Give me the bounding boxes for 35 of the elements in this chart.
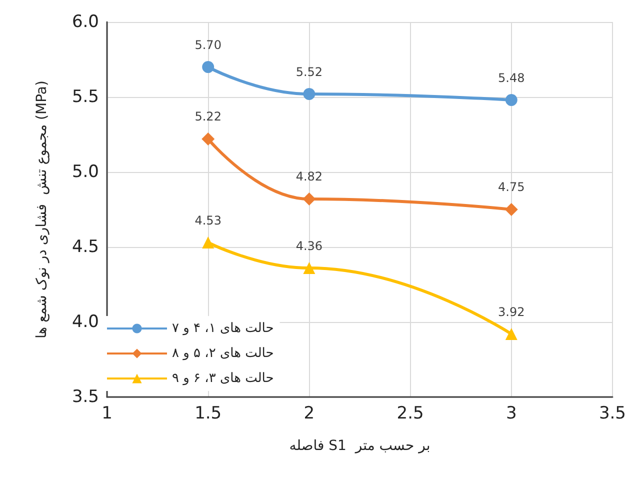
x-tick-label: 3 — [506, 404, 517, 424]
legend-label: حالت های ۳، ۶ و ۹ — [172, 371, 274, 386]
x-tick-label: 1 — [102, 404, 112, 424]
data-label: 5.70 — [194, 38, 222, 52]
data-label: 4.36 — [296, 239, 323, 253]
legend-label: حالت های ۲، ۵ و ۸ — [172, 346, 274, 361]
y-tick-label: 6.0 — [72, 12, 99, 32]
data-label: 5.22 — [194, 110, 222, 124]
point — [505, 94, 518, 106]
y-axis-title: مجموع تنش فشاری در نوک شمع ها (MPa) — [34, 80, 50, 338]
data-label: 4.75 — [498, 180, 525, 194]
data-label: 3.92 — [498, 305, 525, 319]
x-tick-label: 1.5 — [194, 404, 222, 424]
point — [202, 61, 214, 73]
point — [303, 262, 316, 274]
point — [202, 236, 214, 248]
point — [504, 203, 518, 216]
point — [303, 88, 316, 100]
y-tick-label: 3.5 — [72, 387, 99, 407]
point — [505, 328, 518, 340]
y-tick-label: 5.5 — [72, 87, 99, 107]
x-tick-label: 2 — [304, 404, 315, 424]
data-label: 5.48 — [498, 71, 525, 85]
y-tick-label: 4.5 — [72, 237, 99, 257]
x-tick-label: 3.5 — [598, 404, 626, 424]
x-tick-label: 2.5 — [396, 404, 424, 424]
y-tick-label: 4.0 — [72, 312, 99, 332]
data-label: 4.82 — [296, 170, 323, 184]
x-axis-title: فاصله S1 بر حسب متر — [289, 438, 430, 454]
y-tick-label: 5.0 — [72, 162, 99, 182]
point — [302, 192, 316, 206]
point — [202, 132, 215, 146]
data-label: 5.52 — [296, 65, 323, 79]
legend-label: حالت های ۱، ۴ و ۷ — [172, 321, 274, 336]
data-label: 4.53 — [194, 214, 222, 228]
